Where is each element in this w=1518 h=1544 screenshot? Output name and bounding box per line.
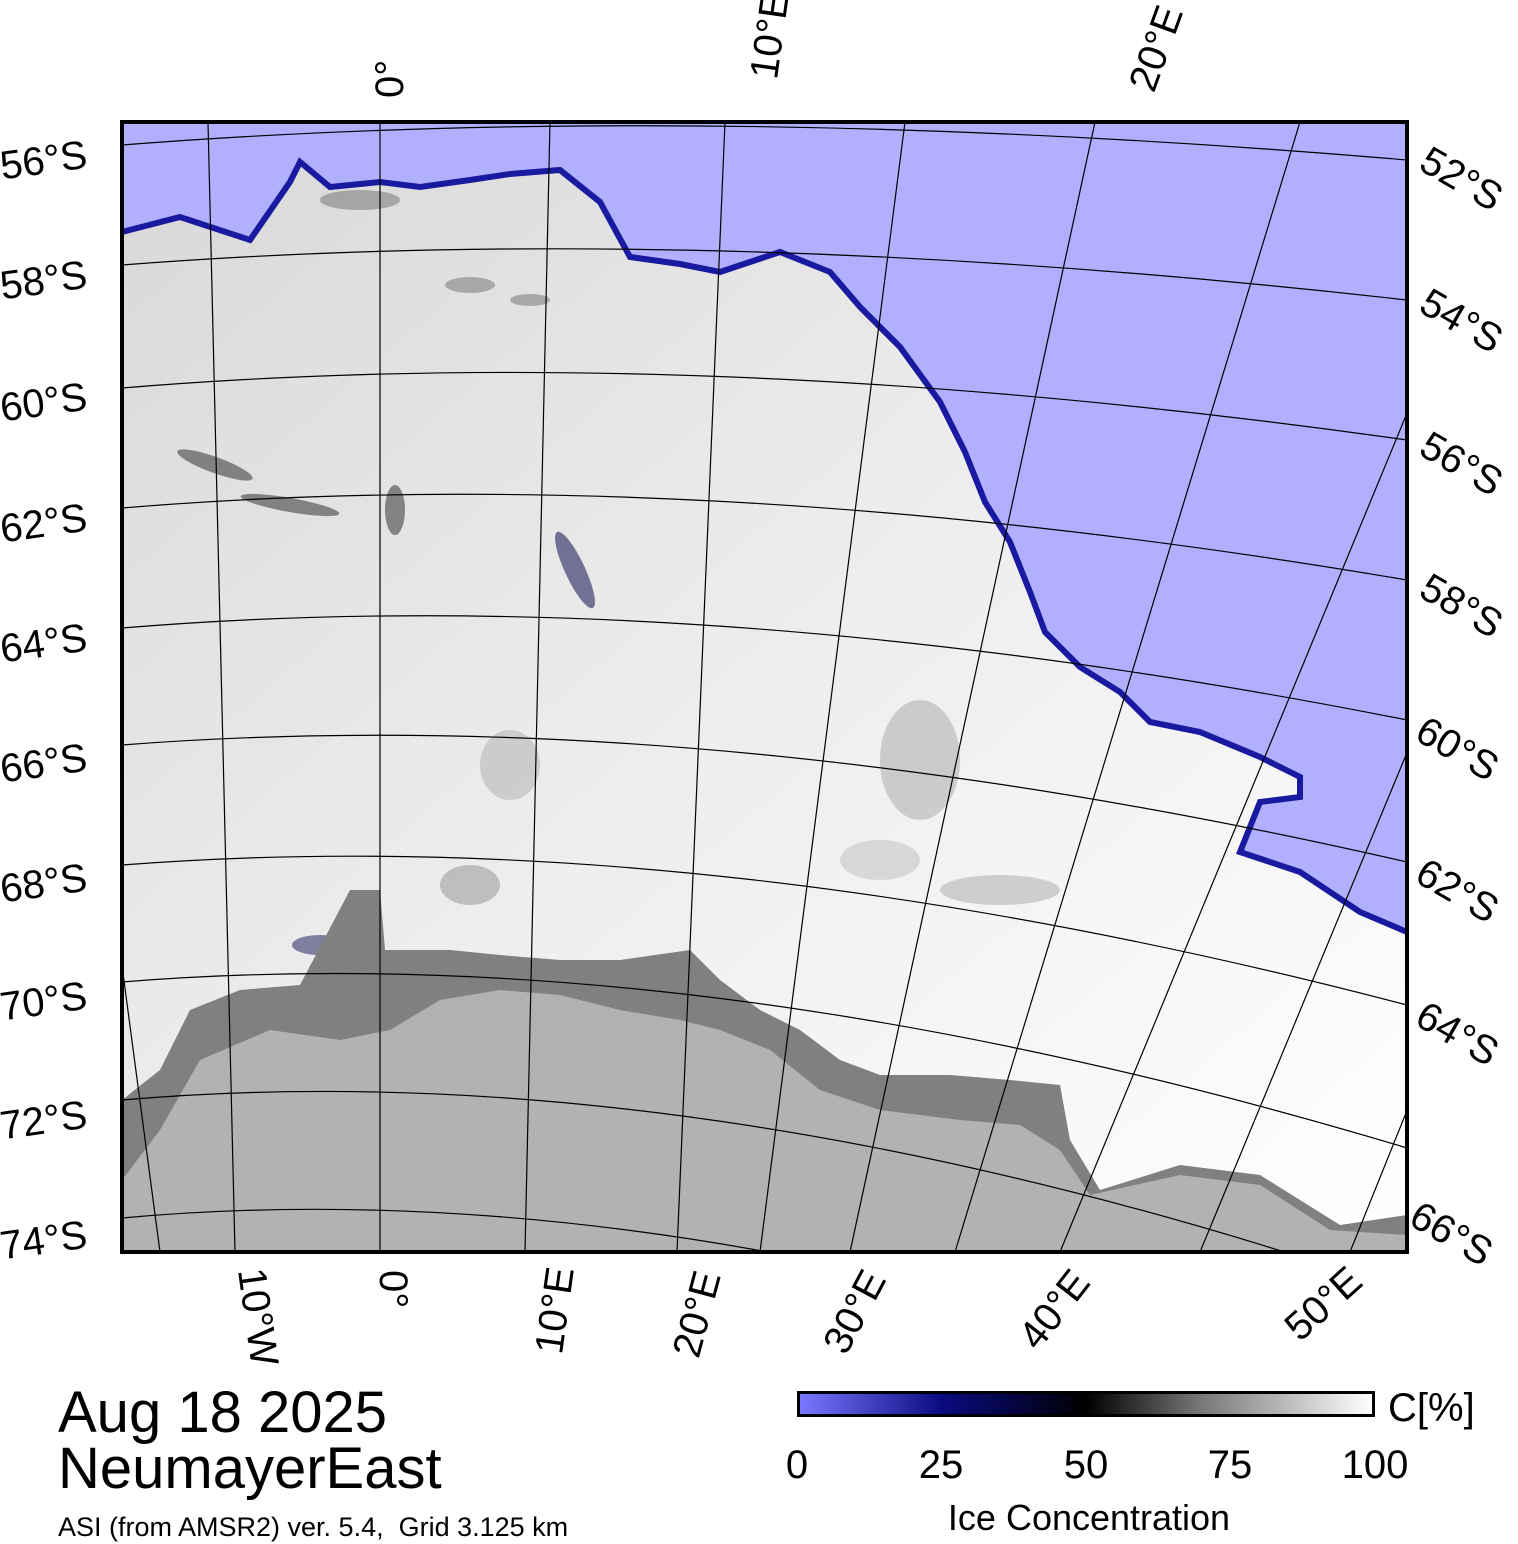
- lat-label: 56°S: [1413, 423, 1510, 505]
- colorbar-title: Ice Concentration: [947, 1497, 1231, 1538]
- latitude-lines: [122, 125, 1407, 1252]
- colorbar-tick: 100: [1341, 1443, 1409, 1487]
- lat-label: 72°S: [0, 1093, 90, 1149]
- map-date: Aug 18 2025: [58, 1380, 387, 1445]
- map-frame: [120, 120, 1409, 1254]
- lat-label: 62°S: [1409, 850, 1506, 932]
- lon-label: 30°E: [815, 1263, 895, 1361]
- land: [122, 990, 1407, 1252]
- sea-ice-map: 56°S 58°S 60°S 62°S 64°S 66°S 68°S 70°S …: [0, 0, 1510, 1369]
- data-source: ASI (from AMSR2) ver. 5.4, Grid 3.125 km: [58, 1512, 569, 1542]
- lon-label: 10°E: [527, 1264, 583, 1356]
- lat-label: 64°S: [0, 616, 90, 672]
- lat-label: 56°S: [0, 133, 90, 189]
- colorbar-tick: 50: [1063, 1443, 1109, 1487]
- low-concentration-patches: [177, 190, 1060, 955]
- colorbar-tick: 0: [785, 1443, 809, 1487]
- region-name: NeumayerEast: [58, 1436, 442, 1501]
- lat-label: 74°S: [0, 1213, 90, 1269]
- left-lat-labels: 56°S 58°S 60°S 62°S 64°S 66°S 68°S 70°S …: [0, 133, 90, 1269]
- lon-label: 20°E: [665, 1266, 730, 1362]
- lon-label: 50°E: [1276, 1258, 1370, 1349]
- lat-label: 60°S: [0, 375, 90, 431]
- colorbar-tick: 25: [918, 1443, 964, 1487]
- lat-label: 64°S: [1409, 993, 1506, 1075]
- colorbar-unit: C[%]: [1388, 1386, 1475, 1430]
- lon-label: 0°: [371, 1270, 415, 1308]
- lat-label: 52°S: [1413, 138, 1510, 220]
- lat-label: 58°S: [1413, 565, 1510, 647]
- lon-label: 10°E: [742, 0, 798, 82]
- lon-label: 10°W: [229, 1265, 286, 1369]
- right-lat-labels: 52°S 54°S 56°S 58°S 60°S 62°S 64°S 66°S: [1403, 138, 1510, 1275]
- lat-label: 66°S: [0, 736, 90, 792]
- top-lon-labels: 0° 10°E 20°E: [368, 0, 1192, 98]
- lon-label: 40°E: [1010, 1262, 1098, 1358]
- lat-label: 62°S: [0, 496, 90, 552]
- longitude-lines: [122, 122, 1407, 1252]
- bottom-lon-labels: 10°W 0° 10°E 20°E 30°E 40°E 50°E: [229, 1258, 1371, 1369]
- lat-label: 70°S: [0, 974, 90, 1030]
- lat-label: 60°S: [1409, 708, 1506, 790]
- lon-label: 20°E: [1121, 0, 1192, 97]
- lat-label: 68°S: [0, 856, 90, 912]
- lat-label: 54°S: [1413, 280, 1510, 362]
- lon-label: 0°: [368, 60, 412, 98]
- lat-label: 58°S: [0, 253, 90, 309]
- colorbar-tick: 75: [1207, 1443, 1253, 1487]
- colorbar: [797, 1391, 1375, 1417]
- lat-label: 66°S: [1403, 1193, 1500, 1275]
